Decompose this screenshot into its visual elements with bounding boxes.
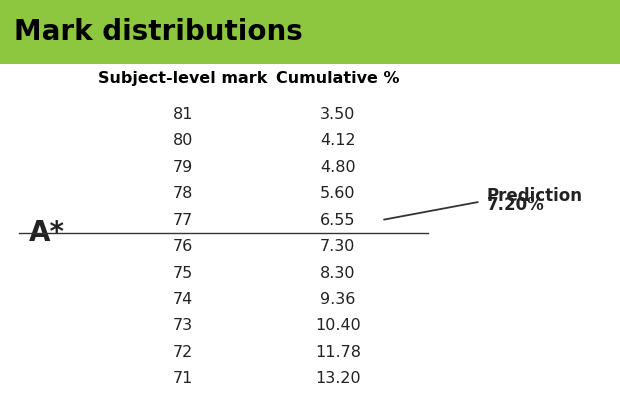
Text: 75: 75 [173,266,193,280]
Text: 7.30: 7.30 [320,239,356,254]
Text: Mark distributions: Mark distributions [14,18,303,46]
Text: 10.40: 10.40 [315,318,361,333]
Text: 74: 74 [173,292,193,307]
Text: 7.20%: 7.20% [487,196,544,214]
Text: 5.60: 5.60 [320,186,356,201]
Text: 76: 76 [173,239,193,254]
Text: 71: 71 [173,371,193,387]
Text: 4.12: 4.12 [320,133,356,148]
Text: Subject-level mark: Subject-level mark [98,71,268,86]
Text: 4.80: 4.80 [320,160,356,175]
Text: 6.55: 6.55 [320,213,356,228]
Text: 13.20: 13.20 [315,371,361,387]
Text: Prediction: Prediction [487,187,583,204]
Text: 81: 81 [172,107,193,122]
Text: 72: 72 [173,345,193,360]
Text: 11.78: 11.78 [315,345,361,360]
Bar [0,0,620,64]
Text: 9.36: 9.36 [320,292,356,307]
Text: 79: 79 [173,160,193,175]
Text: A*: A* [29,219,64,247]
Text: Cumulative %: Cumulative % [276,71,400,86]
Text: 73: 73 [173,318,193,333]
Text: 80: 80 [173,133,193,148]
Text: 3.50: 3.50 [320,107,356,122]
Text: 8.30: 8.30 [320,266,356,280]
Text: 77: 77 [173,213,193,228]
Text: 78: 78 [173,186,193,201]
